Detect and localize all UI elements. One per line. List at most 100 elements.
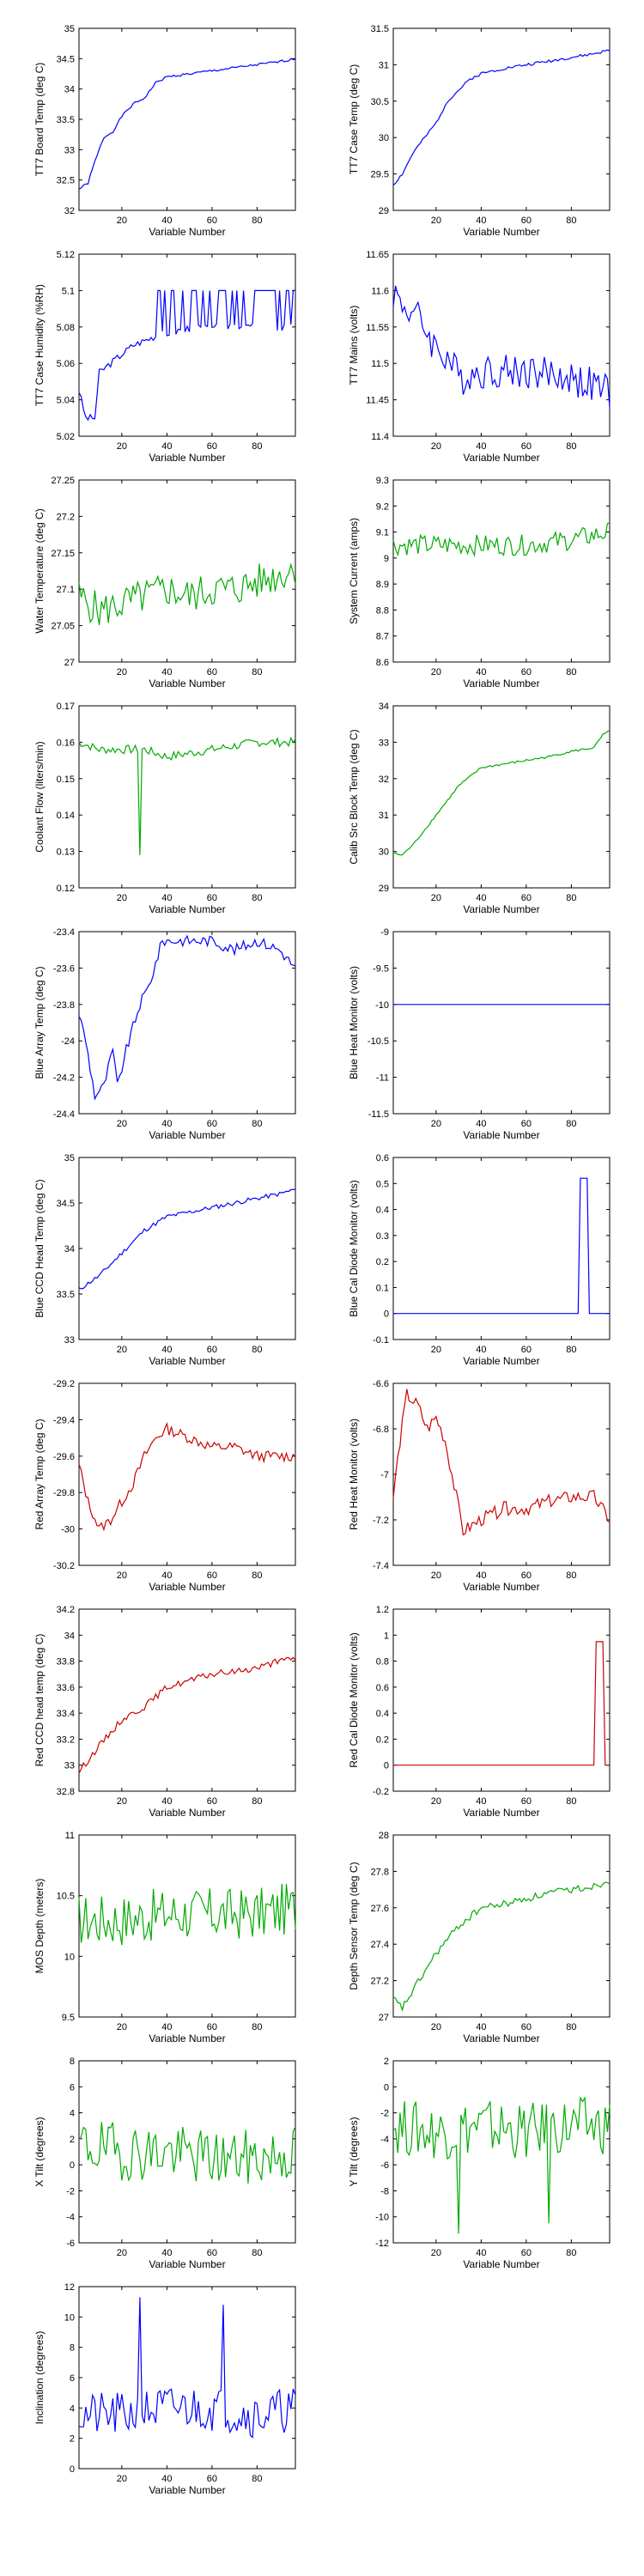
y-tick-label: 34.5 xyxy=(57,1199,75,1209)
y-tick-label: -11.5 xyxy=(368,1109,389,1120)
y-tick-label: 27 xyxy=(64,658,75,668)
x-tick-label: 60 xyxy=(207,2248,217,2258)
x-tick-label: 40 xyxy=(476,441,486,452)
plot-frame xyxy=(392,1608,611,1792)
y-tick-label: 0.5 xyxy=(376,1179,389,1189)
plot-frame xyxy=(392,2060,611,2244)
series-line xyxy=(78,562,296,625)
y-tick-label: -23.4 xyxy=(53,927,75,938)
x-axis-label: Variable Number xyxy=(463,1129,539,1141)
y-tick-label: 8.6 xyxy=(376,658,389,668)
x-tick-label: 20 xyxy=(431,667,441,677)
x-tick-label: 40 xyxy=(161,2474,172,2484)
x-tick-label: 60 xyxy=(521,893,532,903)
x-tick-label: 60 xyxy=(207,1571,217,1581)
y-tick-label: -23.6 xyxy=(53,963,75,974)
plot-frame xyxy=(78,27,296,211)
x-tick-label: 40 xyxy=(161,893,172,903)
y-tick-label: 33 xyxy=(64,1761,75,1771)
x-axis-label: Variable Number xyxy=(463,1807,539,1819)
y-tick-label: 4 xyxy=(70,2403,75,2414)
x-axis-label: Variable Number xyxy=(149,2258,225,2270)
y-axis-label: TT7 Mains (volts) xyxy=(348,306,360,386)
y-tick-label: 29 xyxy=(379,206,389,216)
y-tick-label: -11 xyxy=(376,1073,389,1084)
plot-frame xyxy=(78,931,296,1115)
x-axis-label: Variable Number xyxy=(149,677,225,690)
x-tick-label: 80 xyxy=(252,1119,262,1129)
x-tick-label: 40 xyxy=(476,667,486,677)
chart-panel-blue-cal-diode-monitor: -0.1 0 0.1 0.2 0.3 0.4 0.5 0.6 20 40 60 80 Variable … xyxy=(348,1153,611,1367)
chart-panel-calib-src-block-temp: 29 30 31 32 33 34 20 40 60 80 Variable Number Calib… xyxy=(348,702,611,915)
y-axis-label: X Tilt (degrees) xyxy=(33,2117,46,2186)
x-axis-label: Variable Number xyxy=(149,2484,225,2496)
y-tick-label: 34 xyxy=(379,702,389,712)
series-line xyxy=(78,289,295,422)
y-tick-label: 33.5 xyxy=(57,1290,75,1300)
y-tick-label: 27.05 xyxy=(51,622,75,632)
series-line xyxy=(392,2096,611,2234)
x-tick-label: 40 xyxy=(161,2022,172,2032)
x-tick-label: 60 xyxy=(521,1571,532,1581)
y-tick-label: -29.4 xyxy=(53,1415,75,1425)
x-tick-label: 60 xyxy=(207,1119,217,1129)
x-tick-label: 80 xyxy=(252,2474,262,2484)
plot-frame xyxy=(392,1382,611,1566)
x-tick-label: 80 xyxy=(566,1571,576,1581)
x-tick-label: 20 xyxy=(117,1571,127,1581)
y-tick-label: -10.5 xyxy=(368,1036,389,1047)
y-tick-label: 9.1 xyxy=(376,528,389,538)
y-tick-label: 0.6 xyxy=(376,1683,389,1693)
y-tick-label: -30.2 xyxy=(53,1561,75,1571)
y-tick-label: 10.5 xyxy=(57,1892,75,1902)
y-tick-label: 33.8 xyxy=(57,1657,75,1668)
plot-frame xyxy=(78,1834,296,2018)
y-axis-label: TT7 Board Temp (deg C) xyxy=(33,63,46,177)
y-tick-label: 0.13 xyxy=(57,848,75,858)
x-axis-label: Variable Number xyxy=(149,1355,225,1367)
y-tick-label: 31 xyxy=(379,811,389,821)
x-tick-label: 20 xyxy=(117,1345,127,1355)
y-tick-label: -6 xyxy=(66,2239,75,2249)
series-line xyxy=(392,1388,611,1536)
chart-panel-tt7-board-temp: 32 32.5 33 33.5 34 34.5 35 20 40 60 80 Variable Num… xyxy=(33,24,296,238)
y-tick-label: -24.4 xyxy=(53,1109,75,1120)
y-tick-label: 27 xyxy=(379,2013,389,2023)
chart-panel-water-temperature: 27 27.05 27.1 27.15 27.2 27.25 20 40 60 80 Variabl… xyxy=(33,476,296,690)
y-tick-label: 33 xyxy=(379,738,389,748)
x-tick-label: 60 xyxy=(207,2022,217,2032)
x-axis-label: Variable Number xyxy=(463,903,539,915)
x-tick-label: 80 xyxy=(252,667,262,677)
y-tick-label: 2 xyxy=(384,2057,389,2067)
plot-frame xyxy=(392,1157,611,1340)
series-line xyxy=(78,1656,296,1774)
y-axis-label: Red Array Temp (deg C) xyxy=(33,1419,46,1529)
y-axis-label: TT7 Case Temp (deg C) xyxy=(348,64,360,175)
y-tick-label: 2 xyxy=(70,2434,75,2445)
y-tick-label: -8 xyxy=(380,2186,389,2196)
y-tick-label: 34.5 xyxy=(57,54,75,64)
series-line xyxy=(392,49,611,186)
x-tick-label: 20 xyxy=(117,667,127,677)
y-tick-label: 0.2 xyxy=(376,1735,389,1745)
y-tick-label: 9 xyxy=(384,554,389,564)
y-tick-label: -7.2 xyxy=(373,1516,389,1526)
y-tick-label: 33.4 xyxy=(57,1709,75,1719)
x-tick-label: 80 xyxy=(252,1796,262,1807)
y-tick-label: 0.4 xyxy=(376,1709,389,1719)
x-tick-label: 20 xyxy=(117,441,127,452)
y-tick-label: 0.4 xyxy=(376,1206,389,1216)
x-tick-label: 80 xyxy=(566,2248,576,2258)
series-line xyxy=(78,58,296,190)
y-tick-label: -4 xyxy=(66,2213,75,2223)
x-tick-label: 40 xyxy=(161,1119,172,1129)
y-tick-label: 33.2 xyxy=(57,1735,75,1745)
x-tick-label: 80 xyxy=(566,1119,576,1129)
y-tick-label: 6 xyxy=(70,2373,75,2384)
y-axis-label: Red Heat Monitor (volts) xyxy=(348,1419,360,1530)
series-line xyxy=(392,285,611,407)
y-tick-label: -10 xyxy=(375,2213,389,2223)
y-tick-label: 6 xyxy=(70,2082,75,2093)
x-tick-label: 40 xyxy=(476,1345,486,1355)
chart-panel-tt7-case-temp: 29 29.5 30 30.5 31 31.5 20 40 60 80 Variable Numbe… xyxy=(348,24,611,238)
